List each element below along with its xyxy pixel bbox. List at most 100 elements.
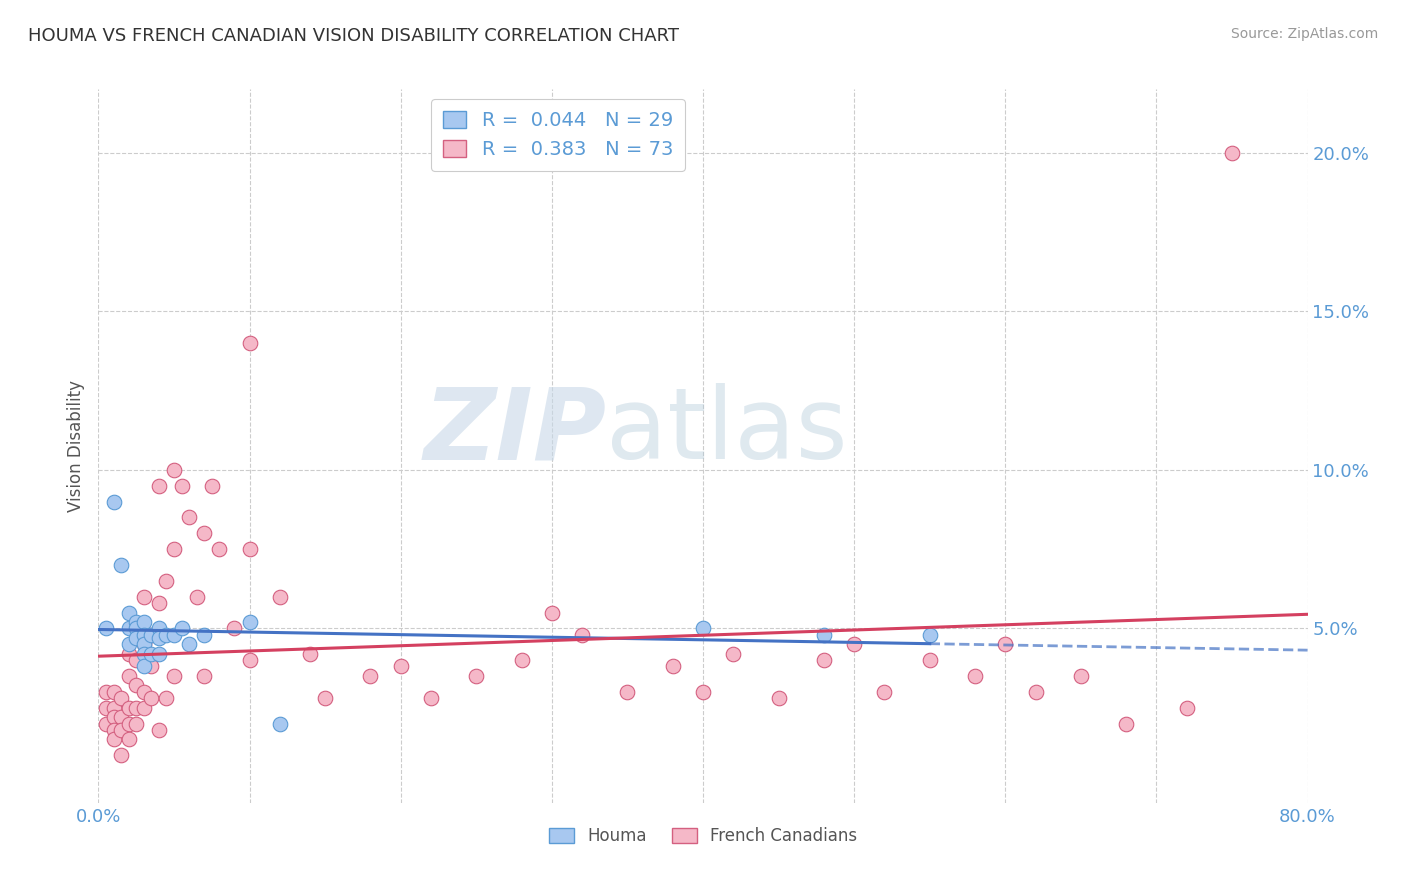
Point [163, 669, 186, 683]
Point [163, 463, 186, 477]
Point [118, 647, 141, 661]
Text: Source: ZipAtlas.com: Source: ZipAtlas.com [1230, 27, 1378, 41]
Point [103, 685, 125, 699]
Point [965, 669, 987, 683]
Legend: Houma, French Canadians: Houma, French Canadians [543, 821, 863, 852]
Point [179, 510, 201, 524]
Point [465, 669, 488, 683]
Point [132, 637, 155, 651]
Point [208, 542, 231, 557]
Point [148, 596, 170, 610]
Point [186, 590, 208, 604]
Point [110, 558, 132, 572]
Point [918, 628, 941, 642]
Text: atlas: atlas [606, 384, 848, 480]
Point [239, 653, 262, 667]
Point [239, 335, 262, 350]
Point [118, 732, 141, 747]
Point [103, 710, 125, 724]
Point [193, 628, 215, 642]
Point [155, 628, 177, 642]
Point [844, 637, 866, 651]
Point [125, 700, 148, 714]
Point [141, 628, 163, 642]
Point [141, 659, 163, 673]
Point [1175, 700, 1198, 714]
Point [141, 691, 163, 706]
Point [132, 590, 155, 604]
Point [155, 691, 177, 706]
Point [723, 647, 745, 661]
Point [103, 732, 125, 747]
Point [110, 748, 132, 763]
Point [132, 628, 155, 642]
Point [103, 700, 125, 714]
Point [994, 637, 1017, 651]
Point [269, 716, 291, 731]
Point [155, 574, 177, 588]
Point [420, 691, 443, 706]
Point [118, 606, 141, 620]
Point [125, 653, 148, 667]
Point [873, 685, 896, 699]
Point [141, 647, 163, 661]
Point [110, 723, 132, 737]
Point [94, 700, 117, 714]
Point [125, 631, 148, 645]
Point [148, 621, 170, 635]
Y-axis label: Vision Disability: Vision Disability [66, 380, 84, 512]
Point [141, 628, 163, 642]
Point [148, 723, 170, 737]
Point [1024, 685, 1046, 699]
Point [239, 615, 262, 629]
Point [314, 691, 336, 706]
Point [360, 669, 382, 683]
Point [768, 691, 790, 706]
Point [179, 637, 201, 651]
Point [125, 621, 148, 635]
Point [94, 685, 117, 699]
Point [1070, 669, 1092, 683]
Point [118, 700, 141, 714]
Point [239, 542, 262, 557]
Point [918, 653, 941, 667]
Point [813, 653, 835, 667]
Point [132, 700, 155, 714]
Point [1220, 145, 1243, 160]
Point [510, 653, 533, 667]
Point [193, 669, 215, 683]
Point [692, 621, 714, 635]
Point [118, 669, 141, 683]
Point [163, 542, 186, 557]
Point [132, 647, 155, 661]
Point [616, 685, 638, 699]
Point [661, 659, 683, 673]
Point [125, 615, 148, 629]
Point [94, 621, 117, 635]
Point [125, 716, 148, 731]
Point [269, 590, 291, 604]
Point [193, 526, 215, 541]
Point [132, 685, 155, 699]
Point [132, 615, 155, 629]
Point [813, 628, 835, 642]
Point [103, 494, 125, 508]
Point [1115, 716, 1137, 731]
Point [132, 637, 155, 651]
Point [132, 659, 155, 673]
Point [118, 716, 141, 731]
Point [170, 478, 193, 492]
Point [224, 621, 246, 635]
Point [125, 678, 148, 692]
Point [110, 691, 132, 706]
Point [103, 723, 125, 737]
Point [118, 637, 141, 651]
Text: HOUMA VS FRENCH CANADIAN VISION DISABILITY CORRELATION CHART: HOUMA VS FRENCH CANADIAN VISION DISABILI… [28, 27, 679, 45]
Point [389, 659, 412, 673]
Point [94, 716, 117, 731]
Point [148, 647, 170, 661]
Point [540, 606, 562, 620]
Text: ZIP: ZIP [423, 384, 606, 480]
Point [571, 628, 593, 642]
Point [170, 621, 193, 635]
